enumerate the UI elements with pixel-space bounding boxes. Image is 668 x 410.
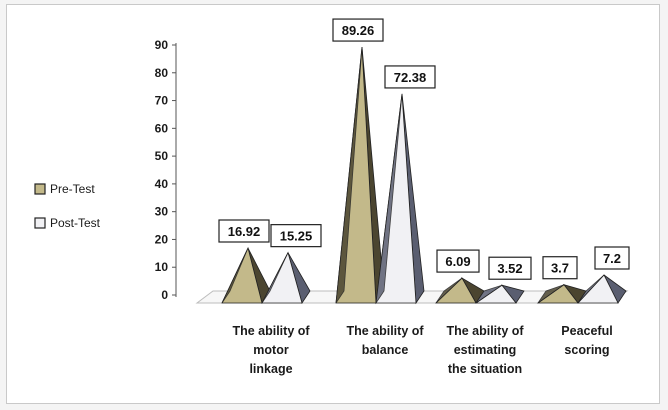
data-label-box (542, 256, 578, 280)
pyramid-side-face (261, 252, 289, 304)
category-label: estimating (454, 343, 517, 357)
pyramid-side-face (577, 274, 605, 304)
pyramid-side-face (375, 93, 403, 304)
category-label: The ability of (232, 324, 310, 338)
pyramid-side-face (435, 277, 463, 304)
category-label: The ability of (446, 324, 524, 338)
data-label-box (218, 219, 270, 243)
y-tick-label: 80 (155, 66, 169, 80)
pyramid-side-face (537, 284, 565, 304)
data-label: 3.7 (551, 261, 569, 276)
data-label-box (332, 18, 384, 42)
category-label: motor (253, 343, 289, 357)
data-label-box (488, 256, 532, 280)
y-tick-label: 60 (155, 121, 169, 135)
legend-swatch (34, 183, 46, 195)
data-label: 3.52 (497, 261, 522, 276)
data-label-box (270, 224, 322, 248)
legend-swatch (34, 217, 46, 229)
legend-item-label: Post-Test (50, 216, 101, 230)
data-label: 89.26 (342, 23, 375, 38)
data-label-box (384, 65, 436, 89)
category-label: the situation (448, 362, 522, 376)
y-tick-label: 30 (155, 205, 169, 219)
pyramid-bar-chart: 0 10 20 30 40 50 60 70 80 90 16.92 15.25 89.26 72.38 6… (34, 18, 630, 376)
y-tick-label: 40 (155, 177, 169, 191)
data-label: 72.38 (394, 70, 427, 85)
y-tick-label: 20 (155, 232, 169, 246)
category-label: scoring (564, 343, 609, 357)
data-label: 7.2 (603, 251, 621, 266)
data-label-box (594, 246, 630, 270)
y-tick-label: 10 (155, 260, 169, 274)
category-label: linkage (249, 362, 292, 376)
category-label: balance (362, 343, 409, 357)
category-label: Peaceful (561, 324, 612, 338)
legend-item-label: Pre-Test (50, 182, 95, 196)
data-label: 16.92 (228, 224, 261, 239)
pyramid-side-face (221, 247, 249, 304)
y-tick-label: 50 (155, 149, 169, 163)
y-tick-label: 90 (155, 38, 169, 52)
chart-frame: 0 10 20 30 40 50 60 70 80 90 16.92 15.25 89.26 72.38 6… (6, 4, 660, 404)
category-label: The ability of (346, 324, 424, 338)
data-label: 15.25 (280, 229, 313, 244)
pyramid-side-face (335, 47, 363, 304)
y-tick-label: 70 (155, 94, 169, 108)
data-label-box (436, 249, 480, 273)
data-label: 6.09 (445, 254, 470, 269)
pyramid-side-face (475, 284, 503, 304)
y-tick-label: 0 (161, 288, 168, 302)
